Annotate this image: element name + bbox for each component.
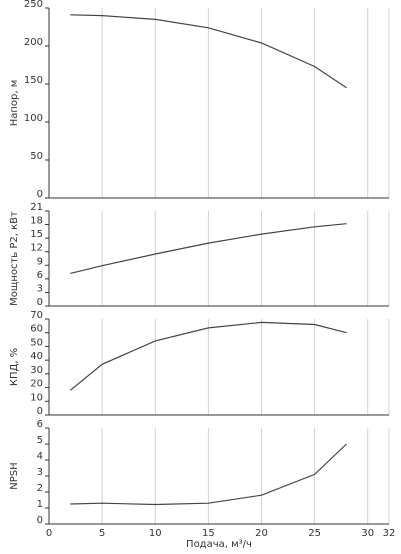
y-tick-label: 5 bbox=[37, 435, 43, 446]
y-tick-label: 9 bbox=[37, 256, 43, 267]
x-tick-label: 15 bbox=[202, 528, 215, 539]
y-tick-label: 150 bbox=[24, 75, 43, 86]
y-tick-label: 4 bbox=[37, 451, 43, 462]
x-tick-label: 32 bbox=[383, 528, 396, 539]
y-tick-label: 0 bbox=[37, 515, 43, 526]
y-tick-label: 2 bbox=[37, 483, 43, 494]
y-tick-label: 21 bbox=[30, 202, 43, 213]
x-axis-label: Подача, м³/ч bbox=[186, 539, 252, 550]
x-tick-label: 25 bbox=[308, 528, 321, 539]
y-tick-label: 6 bbox=[37, 270, 43, 281]
y-tick-label: 40 bbox=[30, 351, 43, 362]
line bbox=[70, 14, 347, 89]
y-tick-label: 3 bbox=[37, 467, 43, 478]
y-tick-label: 50 bbox=[30, 337, 43, 348]
y-tick-label: 200 bbox=[24, 37, 43, 48]
y-tick-label: 0 bbox=[37, 406, 43, 417]
y-axis-label: КПД, % bbox=[9, 348, 20, 386]
y-tick-label: 1 bbox=[37, 499, 43, 510]
x-tick-label: 0 bbox=[46, 528, 52, 539]
y-tick-label: 15 bbox=[30, 229, 43, 240]
y-tick-label: 12 bbox=[30, 243, 43, 254]
y-axis-label: NPSH bbox=[9, 462, 20, 489]
y-tick-label: 20 bbox=[30, 379, 43, 390]
y-tick-label: 0 bbox=[37, 297, 43, 308]
y-tick-label: 3 bbox=[37, 283, 43, 294]
y-axis-label: Мощность P2, кВт bbox=[9, 211, 20, 306]
y-tick-label: 6 bbox=[37, 419, 43, 430]
y-tick-label: 250 bbox=[24, 0, 43, 10]
line bbox=[69, 321, 347, 391]
x-tick-label: 5 bbox=[99, 528, 105, 539]
y-tick-label: 70 bbox=[30, 310, 43, 321]
y-tick-label: 50 bbox=[30, 151, 43, 162]
line bbox=[70, 223, 347, 274]
y-tick-label: 30 bbox=[30, 365, 43, 376]
x-tick-label: 10 bbox=[149, 528, 162, 539]
y-tick-label: 10 bbox=[30, 392, 43, 403]
y-tick-label: 60 bbox=[30, 324, 43, 335]
y-tick-label: 0 bbox=[37, 189, 43, 200]
y-tick-label: 18 bbox=[30, 216, 43, 227]
line bbox=[70, 443, 347, 506]
y-axis-label: Напор, м bbox=[9, 80, 20, 127]
x-tick-label: 30 bbox=[361, 528, 374, 539]
y-tick-label: 100 bbox=[24, 113, 43, 124]
x-tick-label: 20 bbox=[255, 528, 268, 539]
